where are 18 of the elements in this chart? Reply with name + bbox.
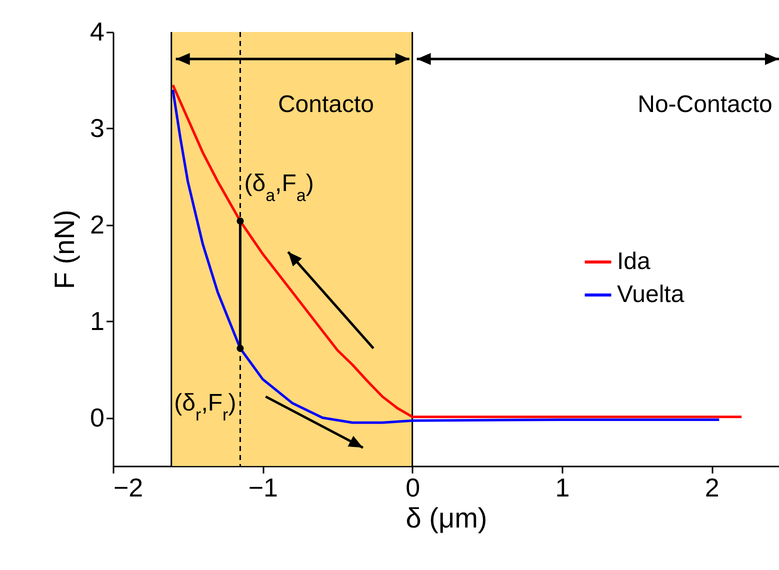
x-tick-label: 0 xyxy=(406,472,420,502)
y-tick-label: 0 xyxy=(90,402,104,432)
x-tick-label: 2 xyxy=(704,472,720,502)
annotation: (δ$_{r}$,F$_{r}$) xyxy=(174,389,236,424)
x-tick-label: −2 xyxy=(114,472,144,502)
legend-label: Ida xyxy=(617,248,652,275)
y-axis-title: F (nN) xyxy=(49,210,80,290)
annotation: No-Contacto xyxy=(638,91,772,118)
x-tick-label: −1 xyxy=(248,472,278,502)
annotation: Contacto xyxy=(278,91,374,118)
annotation: (δ$_{a}$,F$_{a}$) xyxy=(244,170,314,205)
y-tick-label: 3 xyxy=(90,112,104,143)
x-tick-label: 1 xyxy=(555,472,570,502)
legend-label: Vuelta xyxy=(617,281,685,308)
y-tick-label: 4 xyxy=(90,16,104,46)
x-axis-title: δ (μm) xyxy=(406,502,488,534)
y-tick-label: 1 xyxy=(90,306,104,336)
y-tick-label: 2 xyxy=(90,209,104,240)
